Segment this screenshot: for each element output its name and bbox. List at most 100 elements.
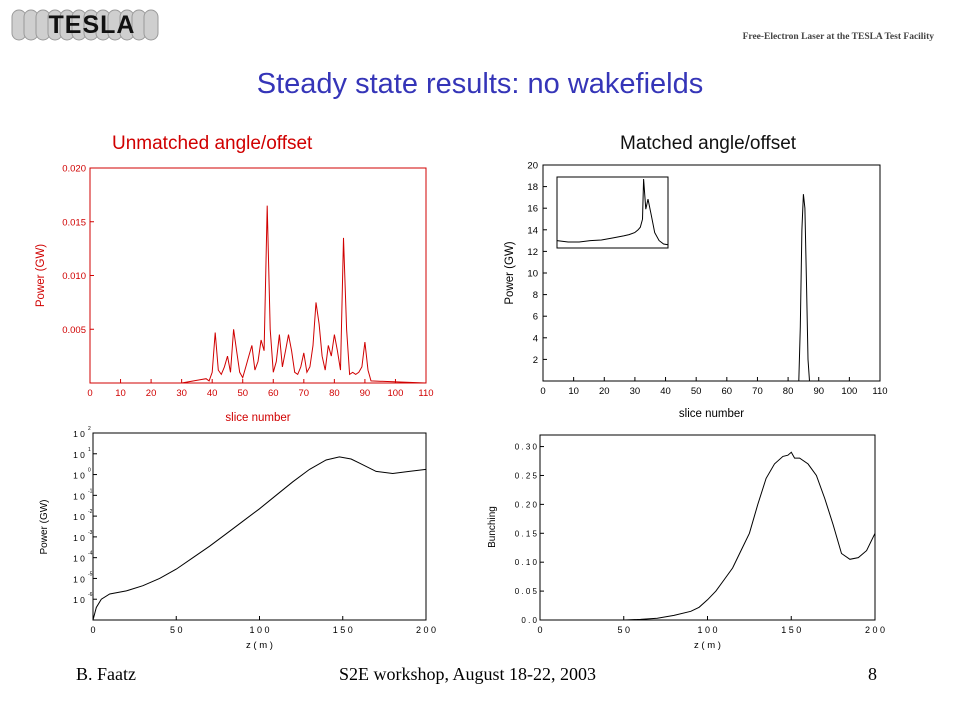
unmatched-x-tick-label-20: 20	[146, 388, 157, 399]
unmatched-x-tick-label-110: 110	[418, 388, 433, 399]
matched-y-tick-label-2: 2	[533, 355, 538, 366]
power-z-x-tick-label-200: 2 0 0	[416, 625, 436, 635]
matched-x-tick-label-10: 10	[568, 386, 579, 397]
power-z-x-tick-label-50: 5 0	[170, 625, 183, 635]
bunching-y-tick-label-4: 0 . 2 0	[515, 500, 538, 509]
power-z-y-tick-label--6: 1 0	[73, 595, 85, 605]
subtitle-unmatched: Unmatched angle/offset	[112, 133, 313, 154]
matched-inset-frame	[556, 176, 669, 249]
matched-y-tick-label-16: 16	[527, 204, 538, 215]
matched-x-tick-label-80: 80	[783, 386, 794, 397]
bunching-x-tick-label-200: 2 0 0	[865, 625, 885, 635]
power-z-y-tick-label-2: 1 0	[73, 429, 85, 439]
unmatched-y-axis-label: Power (GW)	[35, 244, 47, 307]
matched-y-tick-label-6: 6	[533, 312, 538, 323]
footer-page-number: 8	[868, 664, 877, 684]
unmatched-plot-frame	[89, 167, 427, 384]
matched-x-tick-label-90: 90	[813, 386, 824, 397]
power-z-y-tick-label--2: 1 0	[73, 512, 85, 522]
facility-caption: Free-Electron Laser at the TESLA Test Fa…	[742, 32, 934, 42]
unmatched-x-axis-label: slice number	[225, 412, 290, 424]
bunching-x-axis-label: z ( m )	[694, 640, 721, 651]
bunching-y-tick-label-0: 0 . 0	[521, 616, 537, 625]
power-z-y-tick-label-1: 1 0	[73, 450, 85, 460]
bunching-plot-frame	[539, 434, 876, 621]
bunching-x-tick-label-0: 0	[537, 625, 542, 635]
matched-y-tick-label-8: 8	[533, 290, 538, 301]
bunching-y-tick-label-6: 0 . 3 0	[515, 443, 538, 452]
matched-x-tick-label-40: 40	[660, 386, 671, 397]
unmatched-x-tick-label-60: 60	[268, 388, 279, 399]
matched-x-tick-label-70: 70	[752, 386, 763, 397]
power-z-plot-frame	[92, 432, 427, 621]
bunching-x-tick-label-100: 1 0 0	[697, 625, 717, 635]
matched-x-tick-label-0: 0	[540, 386, 545, 397]
power-z-x-tick-label-150: 1 5 0	[333, 625, 353, 635]
subtitle-matched: Matched angle/offset	[620, 133, 797, 154]
matched-y-tick-label-10: 10	[527, 269, 538, 280]
matched-x-tick-label-50: 50	[691, 386, 702, 397]
slide-title: Steady state results: no wakefields	[256, 68, 704, 100]
unmatched-x-tick-label-90: 90	[360, 388, 371, 399]
power-z-y-tick-exponent--6: -6	[88, 592, 93, 598]
matched-y-tick-label-18: 18	[527, 182, 538, 193]
matched-x-tick-label-100: 100	[841, 386, 857, 397]
unmatched-x-tick-label-80: 80	[329, 388, 340, 399]
power-z-x-tick-label-0: 0	[90, 625, 95, 635]
power-z-series	[92, 456, 427, 621]
matched-x-tick-label-110: 110	[872, 386, 887, 397]
unmatched-x-tick-label-70: 70	[299, 388, 310, 399]
power-z-y-tick-label--1: 1 0	[73, 491, 85, 501]
unmatched-x-tick-label-40: 40	[207, 388, 218, 399]
unmatched-x-tick-label-10: 10	[115, 388, 126, 399]
unmatched-x-tick-label-50: 50	[237, 388, 248, 399]
footer-event: S2E workshop, August 18-22, 2003	[339, 664, 597, 684]
power-z-y-tick-exponent--3: -3	[88, 530, 93, 536]
bunching-series	[540, 451, 876, 621]
unmatched-x-tick-label-100: 100	[388, 388, 404, 399]
power-z-y-tick-exponent--2: -2	[88, 509, 93, 515]
unmatched-y-tick-label-3: 0.020	[62, 164, 86, 175]
bunching-x-tick-label-50: 5 0	[617, 625, 630, 635]
power-z-y-tick-label--4: 1 0	[73, 554, 85, 564]
bunching-y-axis-label: Bunching	[487, 506, 498, 548]
power-z-y-tick-exponent-0: 0	[88, 468, 91, 474]
matched-y-tick-label-12: 12	[527, 247, 538, 258]
power-z-x-tick-label-100: 1 0 0	[249, 625, 269, 635]
power-z-y-tick-exponent--1: -1	[88, 488, 93, 494]
power-z-y-tick-exponent-1: 1	[88, 447, 91, 453]
bunching-y-tick-label-5: 0 . 2 5	[515, 471, 538, 480]
unmatched-power-series	[90, 205, 427, 384]
logo-text: TESLA	[49, 11, 136, 39]
power-z-y-tick-label-0: 1 0	[73, 471, 85, 481]
matched-y-tick-label-14: 14	[527, 225, 538, 236]
unmatched-y-tick-label-0: 0.005	[62, 325, 86, 336]
unmatched-y-tick-label-2: 0.015	[62, 217, 86, 228]
matched-x-axis-label: slice number	[679, 408, 744, 420]
matched-x-tick-label-30: 30	[630, 386, 641, 397]
power-z-y-tick-exponent-2: 2	[88, 426, 91, 432]
power-z-y-tick-label--5: 1 0	[73, 574, 85, 584]
bunching-y-tick-label-3: 0 . 1 5	[515, 529, 538, 538]
matched-power-series	[543, 194, 880, 382]
bunching-x-tick-label-150: 1 5 0	[781, 625, 801, 635]
matched-x-tick-label-60: 60	[722, 386, 733, 397]
power-z-y-axis-label: Power (GW)	[39, 500, 50, 555]
matched-y-tick-label-4: 4	[533, 333, 538, 344]
unmatched-x-tick-label-0: 0	[87, 388, 92, 399]
bunching-y-tick-label-2: 0 . 1 0	[515, 558, 538, 567]
footer-author: B. Faatz	[76, 664, 136, 684]
power-z-y-tick-exponent--4: -4	[88, 551, 93, 557]
unmatched-x-tick-label-30: 30	[176, 388, 187, 399]
power-z-y-tick-exponent--5: -5	[88, 571, 93, 577]
unmatched-y-tick-label-1: 0.010	[62, 271, 86, 282]
power-z-x-axis-label: z ( m )	[246, 640, 273, 651]
bunching-y-tick-label-1: 0 . 0 5	[515, 587, 538, 596]
matched-y-axis-label: Power (GW)	[504, 241, 516, 304]
matched-inset-series	[556, 178, 669, 246]
tesla-logo: TESLA	[11, 9, 159, 41]
matched-x-tick-label-20: 20	[599, 386, 610, 397]
matched-y-tick-label-20: 20	[527, 161, 538, 172]
power-z-y-tick-label--3: 1 0	[73, 533, 85, 543]
